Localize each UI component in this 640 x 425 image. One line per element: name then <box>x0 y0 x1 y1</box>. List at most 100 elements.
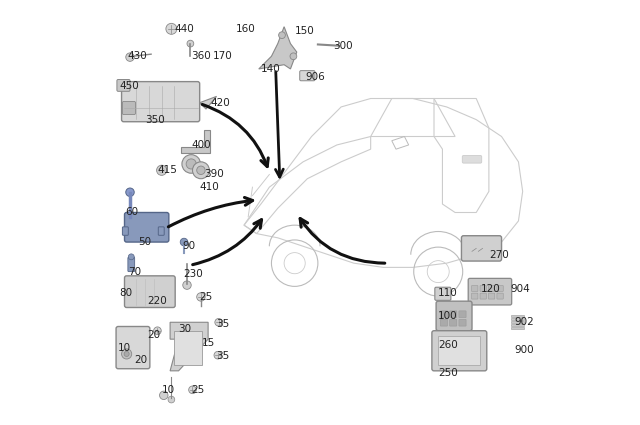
FancyBboxPatch shape <box>122 82 200 122</box>
Text: 20: 20 <box>134 355 147 365</box>
Text: 300: 300 <box>333 41 352 51</box>
FancyBboxPatch shape <box>117 79 130 91</box>
FancyBboxPatch shape <box>511 314 524 317</box>
Text: 35: 35 <box>216 320 230 329</box>
FancyBboxPatch shape <box>158 227 164 235</box>
Text: 390: 390 <box>204 170 223 179</box>
Circle shape <box>166 23 177 34</box>
Text: 902: 902 <box>514 317 534 327</box>
FancyBboxPatch shape <box>128 257 134 272</box>
FancyBboxPatch shape <box>116 326 150 369</box>
Text: 260: 260 <box>438 340 458 351</box>
Text: 906: 906 <box>305 72 325 82</box>
Text: 420: 420 <box>210 98 230 108</box>
Circle shape <box>157 165 167 176</box>
Text: 350: 350 <box>145 115 164 125</box>
Text: 400: 400 <box>191 140 211 150</box>
FancyBboxPatch shape <box>468 278 512 305</box>
FancyBboxPatch shape <box>300 71 315 81</box>
Text: 360: 360 <box>191 51 211 61</box>
Circle shape <box>278 32 285 39</box>
Circle shape <box>159 391 168 399</box>
Text: 900: 900 <box>514 345 534 355</box>
Polygon shape <box>170 322 208 371</box>
Text: 30: 30 <box>179 323 192 334</box>
Circle shape <box>214 351 221 359</box>
Text: 100: 100 <box>438 311 458 321</box>
Text: 430: 430 <box>128 51 148 61</box>
FancyBboxPatch shape <box>450 311 457 317</box>
FancyBboxPatch shape <box>480 286 486 292</box>
Text: 25: 25 <box>191 385 204 395</box>
Circle shape <box>186 159 196 169</box>
Circle shape <box>168 396 175 403</box>
Text: 70: 70 <box>128 266 141 277</box>
Text: 20: 20 <box>147 330 160 340</box>
Text: 150: 150 <box>294 26 314 36</box>
Text: 450: 450 <box>120 81 139 91</box>
Text: 120: 120 <box>481 283 500 294</box>
FancyBboxPatch shape <box>511 317 524 320</box>
Text: 140: 140 <box>261 64 280 74</box>
FancyBboxPatch shape <box>480 293 486 299</box>
Text: 35: 35 <box>216 351 230 361</box>
FancyBboxPatch shape <box>497 293 503 299</box>
Circle shape <box>196 293 205 301</box>
Text: 50: 50 <box>138 237 152 247</box>
FancyBboxPatch shape <box>497 286 503 292</box>
FancyBboxPatch shape <box>438 336 481 366</box>
FancyBboxPatch shape <box>488 286 495 292</box>
Circle shape <box>122 349 132 359</box>
Circle shape <box>182 155 200 173</box>
FancyBboxPatch shape <box>450 319 457 326</box>
Text: 160: 160 <box>236 24 255 34</box>
Polygon shape <box>200 96 216 109</box>
FancyBboxPatch shape <box>511 326 524 329</box>
FancyBboxPatch shape <box>174 331 202 365</box>
Text: 110: 110 <box>438 288 458 298</box>
Circle shape <box>124 351 129 357</box>
FancyBboxPatch shape <box>436 301 472 331</box>
Text: 250: 250 <box>438 368 458 378</box>
FancyBboxPatch shape <box>459 319 466 326</box>
FancyBboxPatch shape <box>459 311 466 317</box>
FancyBboxPatch shape <box>125 276 175 308</box>
Circle shape <box>183 281 191 289</box>
Circle shape <box>215 318 223 326</box>
Text: 90: 90 <box>183 241 196 251</box>
Text: 15: 15 <box>202 338 215 348</box>
Polygon shape <box>259 27 297 69</box>
Text: 410: 410 <box>200 182 220 192</box>
Circle shape <box>128 254 134 260</box>
Text: 415: 415 <box>157 165 177 175</box>
Circle shape <box>193 162 209 179</box>
FancyBboxPatch shape <box>488 293 495 299</box>
Circle shape <box>180 238 188 246</box>
FancyBboxPatch shape <box>122 227 128 235</box>
Polygon shape <box>180 130 210 153</box>
Text: 10: 10 <box>162 385 175 395</box>
Circle shape <box>154 327 161 334</box>
FancyBboxPatch shape <box>440 319 447 326</box>
Circle shape <box>290 53 297 60</box>
Text: 80: 80 <box>120 288 132 298</box>
Text: 170: 170 <box>212 51 232 61</box>
FancyBboxPatch shape <box>125 212 169 242</box>
FancyBboxPatch shape <box>462 156 482 163</box>
Text: 10: 10 <box>117 343 131 353</box>
Text: 25: 25 <box>200 292 213 302</box>
Text: 270: 270 <box>489 250 509 260</box>
FancyBboxPatch shape <box>472 293 478 299</box>
Text: 230: 230 <box>183 269 202 279</box>
FancyBboxPatch shape <box>511 320 524 323</box>
FancyBboxPatch shape <box>511 323 524 326</box>
Text: 60: 60 <box>125 207 138 218</box>
Text: 904: 904 <box>510 283 530 294</box>
FancyBboxPatch shape <box>432 331 487 371</box>
Circle shape <box>187 40 194 47</box>
FancyBboxPatch shape <box>461 236 502 261</box>
Circle shape <box>189 386 196 394</box>
Circle shape <box>196 166 205 175</box>
FancyBboxPatch shape <box>440 311 447 317</box>
FancyBboxPatch shape <box>472 286 478 292</box>
